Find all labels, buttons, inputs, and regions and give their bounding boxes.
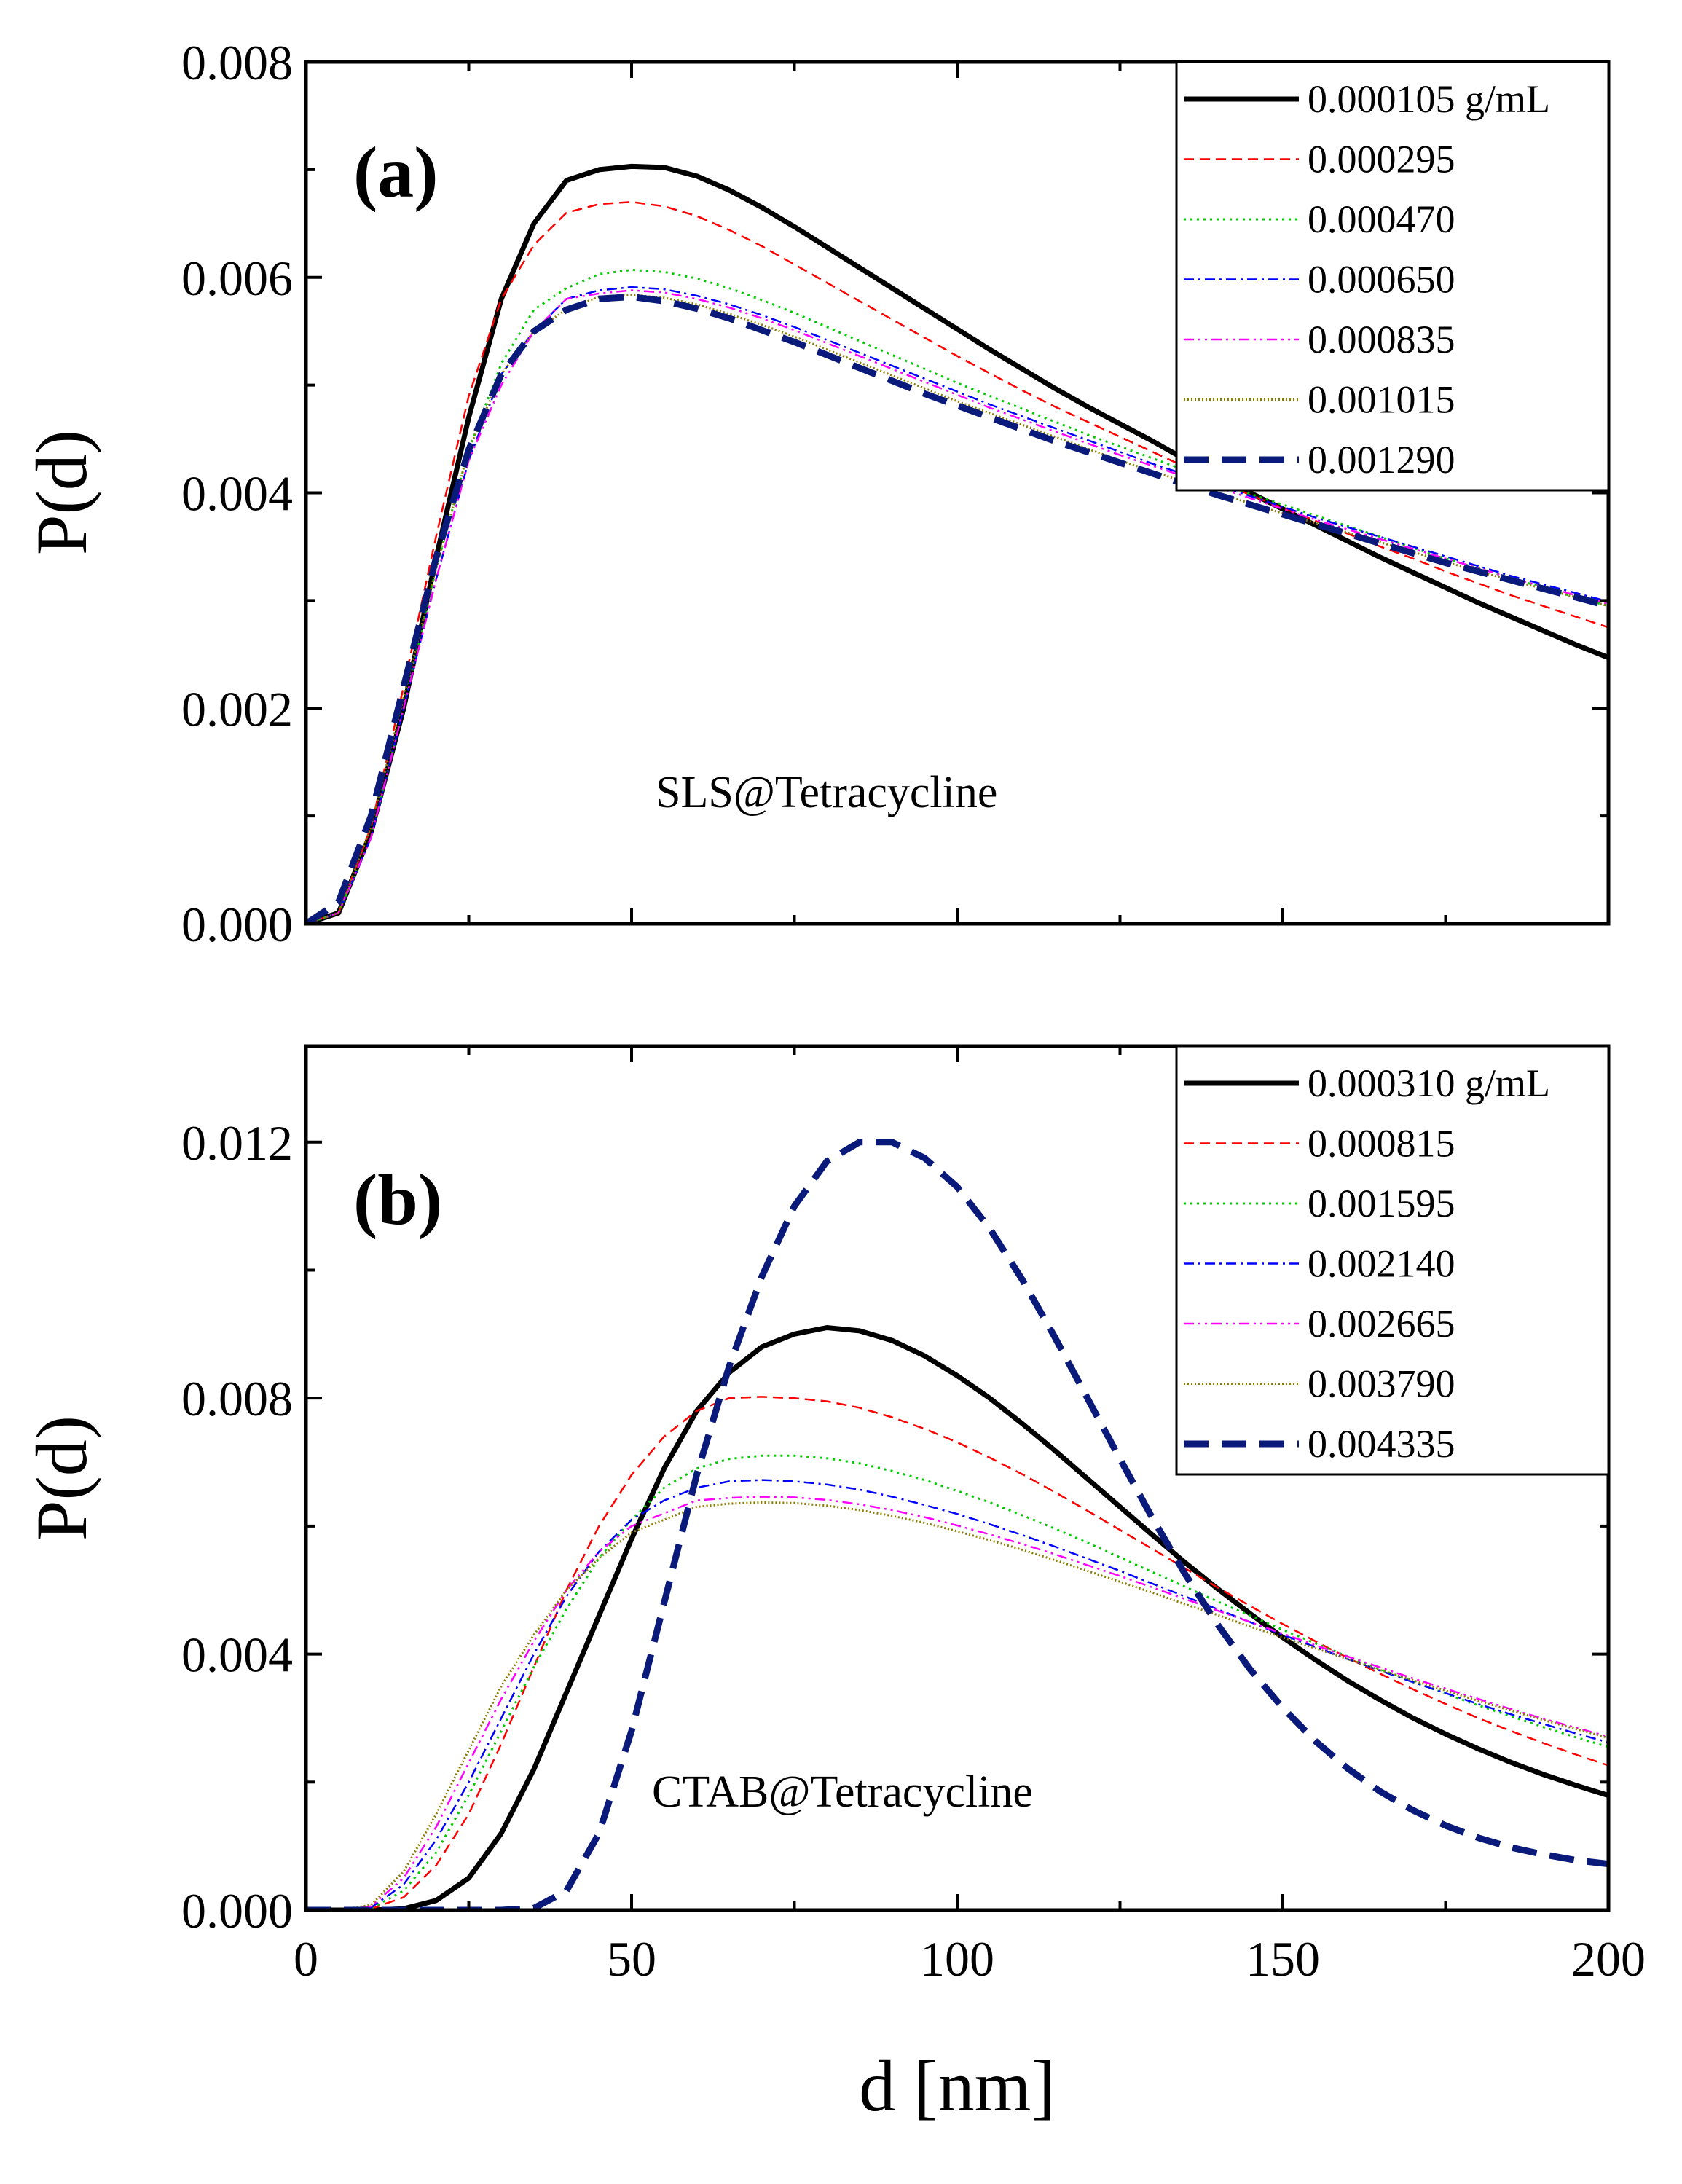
y-tick-label: 0.000	[181, 897, 293, 952]
y-axis-title: P(d)	[21, 1415, 102, 1541]
y-tick-label: 0.012	[181, 1115, 293, 1171]
legend-box	[1175, 1045, 1610, 1476]
panel-a: 0.000 0.002 0.004 0.006 0.008 P(d) (a) SLS@Tetr…	[21, 35, 1611, 952]
series-group	[306, 163, 1608, 924]
y-tick-label: 0.000	[181, 1883, 293, 1939]
series-line-5	[306, 1501, 1608, 1910]
x-tick-label: 150	[1246, 1931, 1320, 1987]
x-tick-label: 0	[294, 1931, 318, 1987]
legend-entry-3: 0.000650	[1308, 258, 1455, 302]
legend-entry-4: 0.002665	[1308, 1302, 1455, 1346]
legend-entry-3: 0.002140	[1308, 1242, 1455, 1286]
legend-entry-4: 0.000835	[1308, 318, 1455, 361]
legend: 0.000310 g/mL 0.000815 0.001595 0.002140 0.0…	[1175, 1045, 1610, 1476]
legend: 0.000105 g/mL 0.000295 0.000470 0.000650 0.0…	[1175, 60, 1610, 492]
y-tick-label: 0.006	[181, 251, 293, 306]
legend-entry-2: 0.001595	[1308, 1182, 1455, 1225]
legend-entry-0: 0.000310 g/mL	[1308, 1061, 1550, 1105]
series-line-0	[306, 1325, 1608, 1910]
series-line-1	[306, 1396, 1608, 1910]
legend-entry-0: 0.000105 g/mL	[1308, 77, 1550, 121]
y-axis-title: P(d)	[21, 430, 102, 555]
series-line-0	[306, 163, 1608, 924]
legend-entry-6: 0.001290	[1308, 438, 1455, 482]
plot-frame	[304, 1044, 1611, 1912]
x-tick-label: 200	[1571, 1931, 1646, 1987]
panel-label: (a)	[353, 132, 439, 213]
series-line-4	[306, 289, 1608, 924]
y-tick-label: 0.008	[181, 35, 293, 90]
annotation: CTAB@Tetracycline	[652, 1767, 1033, 1817]
series-line-3	[306, 1479, 1608, 1910]
x-tick-label: 50	[607, 1931, 656, 1987]
panel-label: (b)	[353, 1159, 442, 1240]
panel-b: 0.000 0.004 0.008 0.012 0 50 100 150 200 P(d) d [n…	[21, 1044, 1646, 2126]
legend-entry-2: 0.000470	[1308, 197, 1455, 241]
annotation: SLS@Tetracycline	[656, 768, 997, 817]
series-line-6	[306, 293, 1608, 924]
y-tick-label: 0.008	[181, 1371, 293, 1426]
plot-frame	[304, 60, 1611, 926]
series-line-6	[306, 1139, 1608, 1910]
x-axis-title: d [nm]	[859, 2046, 1055, 2126]
y-tick-label: 0.002	[181, 681, 293, 736]
series-line-1	[306, 200, 1608, 924]
legend-entry-6: 0.004335	[1308, 1422, 1455, 1466]
y-tick-label: 0.004	[181, 466, 293, 522]
legend-entry-5: 0.001015	[1308, 378, 1455, 422]
y-tick-label: 0.004	[181, 1627, 293, 1683]
series-line-4	[306, 1496, 1608, 1910]
legend-entry-1: 0.000815	[1308, 1122, 1455, 1166]
legend-entry-5: 0.003790	[1308, 1362, 1455, 1406]
series-group	[306, 1139, 1608, 1910]
legend-box	[1175, 60, 1610, 492]
x-tick-label: 100	[920, 1931, 994, 1987]
legend-entry-1: 0.000295	[1308, 138, 1455, 181]
